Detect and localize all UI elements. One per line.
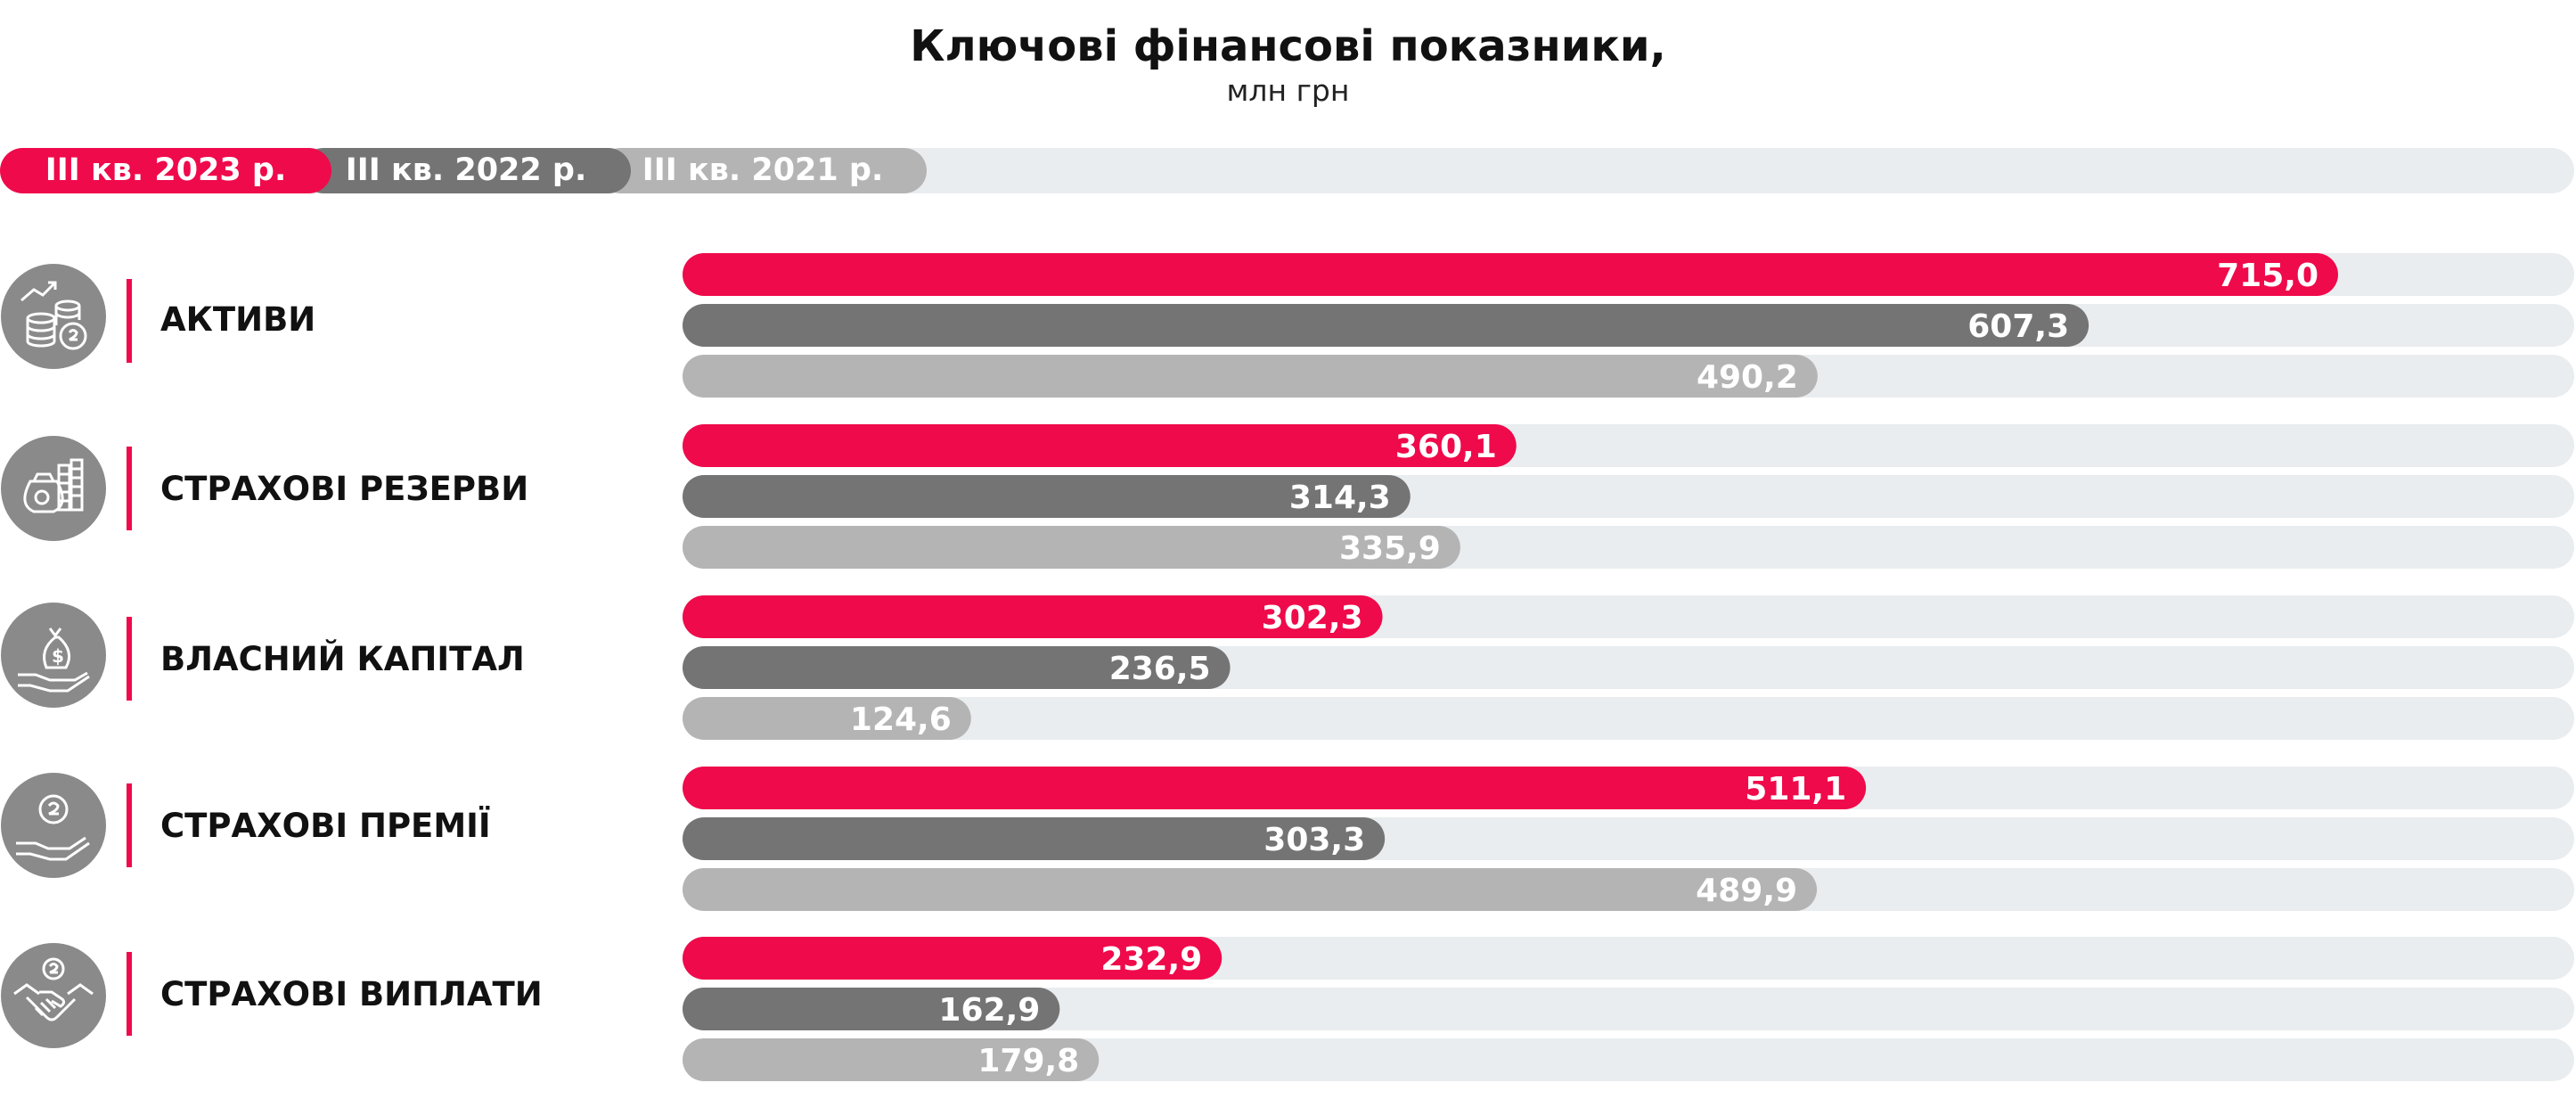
handshake-coin-icon [1, 943, 106, 1048]
bar-value-rezervy-2023: 360,1 [1395, 429, 1497, 465]
bar-kapital-2022 [683, 646, 1231, 689]
chart-title: Ключові фінансові показники, [910, 21, 1666, 71]
row-label-premii: СТРАХОВІ ПРЕМІЇ [160, 807, 491, 845]
row-divider [127, 783, 132, 867]
bar-value-kapital-2023: 302,3 [1262, 600, 1363, 636]
bar-value-aktyvy-2022: 607,3 [1967, 308, 2069, 345]
bar-aktyvy-2022 [683, 304, 2089, 347]
hand-money-bag-icon: $ [1, 603, 106, 708]
bar-track [683, 697, 2574, 740]
bar-aktyvy-2021 [683, 355, 1818, 398]
svg-text:$: $ [52, 645, 64, 667]
bar-value-vyplaty-2021: 179,8 [977, 1043, 1079, 1079]
bar-vyplaty-2023 [683, 937, 1223, 980]
bar-value-premii-2023: 511,1 [1745, 771, 1846, 808]
row-label-kapital: ВЛАСНИЙ КАПІТАЛ [160, 640, 525, 678]
bar-rezervy-2022 [683, 475, 1411, 518]
bar-premii-2023 [683, 767, 1867, 809]
bar-kapital-2023 [683, 595, 1383, 638]
bar-value-aktyvy-2023: 715,0 [2217, 258, 2318, 294]
row-divider [127, 279, 132, 363]
bar-aktyvy-2023 [683, 253, 2338, 296]
legend-item-2021: III кв. 2021 р. [599, 148, 927, 193]
row-label-rezervy: СТРАХОВІ РЕЗЕРВИ [160, 470, 529, 508]
bar-value-rezervy-2021: 335,9 [1339, 530, 1441, 567]
row-label-aktyvy: АКТИВИ [160, 300, 316, 339]
bar-value-rezervy-2022: 314,3 [1289, 480, 1391, 516]
hand-coin-icon [1, 773, 106, 878]
legend-item-2023: III кв. 2023 р. [0, 148, 331, 193]
row-divider [127, 952, 132, 1036]
row-divider [127, 447, 132, 530]
bar-value-kapital-2021: 124,6 [850, 701, 952, 738]
bar-rezervy-2021 [683, 526, 1460, 569]
chart-subtitle: млн грн [1226, 73, 1350, 108]
bar-rezervy-2023 [683, 424, 1517, 467]
bar-premii-2021 [683, 868, 1818, 911]
bar-premii-2022 [683, 817, 1386, 860]
bar-value-aktyvy-2021: 490,2 [1697, 359, 1798, 396]
bar-vyplaty-2021 [683, 1038, 1100, 1081]
bar-value-vyplaty-2022: 162,9 [938, 992, 1040, 1029]
money-bag-cash-icon [1, 436, 106, 541]
bar-kapital-2021 [683, 697, 971, 740]
bar-track [683, 1038, 2574, 1081]
legend-item-2022: III кв. 2022 р. [301, 148, 631, 193]
bar-value-kapital-2022: 236,5 [1109, 651, 1211, 687]
bar-vyplaty-2022 [683, 988, 1060, 1030]
bar-value-vyplaty-2023: 232,9 [1100, 941, 1202, 978]
row-label-vyplaty: СТРАХОВІ ВИПЛАТИ [160, 975, 543, 1013]
row-divider [127, 617, 132, 701]
bar-value-premii-2021: 489,9 [1696, 873, 1797, 909]
bar-track [683, 988, 2574, 1030]
coins-growth-icon [1, 264, 106, 369]
bar-value-premii-2022: 303,3 [1263, 822, 1365, 858]
